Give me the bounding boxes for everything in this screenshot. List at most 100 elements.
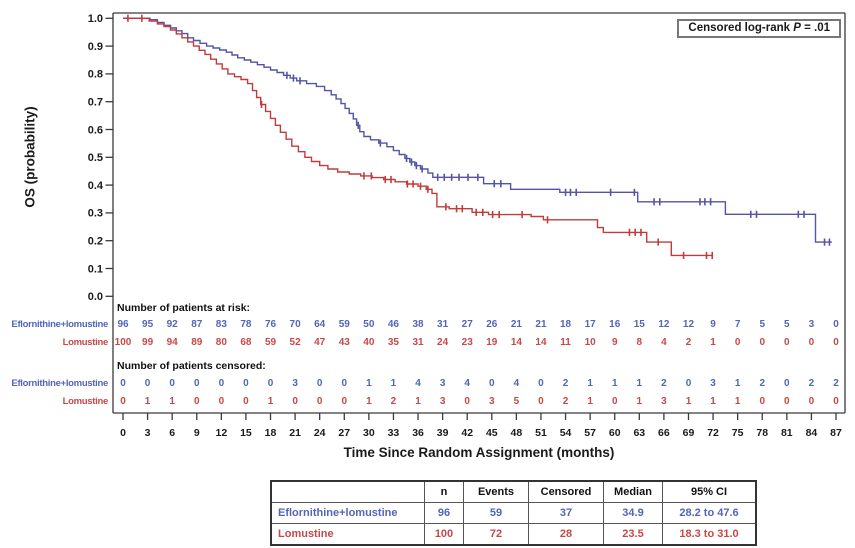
censored-count: 0 (120, 378, 126, 389)
at_risk-count: 24 (437, 337, 449, 348)
censored-count: 3 (440, 396, 446, 407)
header-95ci: 95% CI (662, 480, 757, 503)
y-tick-label: 1.0 (88, 13, 103, 25)
header-blank (270, 480, 425, 503)
censored-count: 0 (538, 378, 544, 389)
x-tick-label: 60 (609, 427, 621, 439)
at_risk-count: 47 (314, 337, 326, 348)
x-tick-label: 48 (511, 427, 523, 439)
censored-count: 4 (464, 378, 470, 389)
censored-count: 4 (415, 378, 421, 389)
risk-row-label-censored-blue: Eflornithine+lomustine (11, 378, 108, 389)
risk-row-label-censored-red: Lomustine (63, 396, 108, 407)
x-tick-label: 84 (806, 427, 818, 439)
censored-count: 1 (587, 396, 593, 407)
arm-label: Eflornithine+lomustine (270, 502, 425, 524)
log-rank-annotation: Censored log-rank P = .01 (677, 19, 841, 38)
at_risk-count: 15 (634, 319, 646, 330)
arm-events: 72 (463, 523, 529, 546)
censored-count: 0 (317, 378, 323, 389)
arm-n: 100 (424, 523, 464, 546)
at_risk-count: 78 (240, 319, 252, 330)
x-tick-label: 33 (388, 427, 400, 439)
y-tick-label: 0.1 (88, 263, 103, 275)
at_risk-count: 27 (462, 319, 474, 330)
summary-table-container: n Events Censored Median 95% CI Eflornit… (270, 480, 757, 546)
y-tick-label: 0.8 (88, 69, 103, 81)
censored-count: 3 (710, 378, 716, 389)
at_risk-count: 11 (560, 337, 571, 348)
at_risk-count: 26 (486, 319, 498, 330)
censor-marks (127, 14, 831, 260)
censored-count: 1 (612, 378, 618, 389)
x-tick-label: 24 (314, 427, 326, 439)
censored-count: 0 (464, 396, 470, 407)
censored-count: 2 (833, 378, 839, 389)
x-tick-label: 21 (289, 427, 301, 439)
at_risk-count: 38 (412, 319, 424, 330)
x-tick-label: 54 (560, 427, 572, 439)
censored-count: 4 (514, 378, 520, 389)
censored-count: 0 (317, 396, 323, 407)
survival-curves (123, 17, 832, 257)
at_risk-count: 2 (686, 337, 692, 348)
at_risk-count: 14 (535, 337, 547, 348)
risk-row-label-at_risk-red: Lomustine (63, 337, 108, 348)
km-plot: 1.00.90.80.70.60.50.40.30.20.10.0 0 3 6 9 12… (11, 12, 846, 439)
censored-count: 1 (637, 378, 643, 389)
at_risk-count: 18 (560, 319, 572, 330)
y-tick-label: 0.6 (88, 124, 103, 136)
censored-section-header: Number of patients censored: (117, 360, 266, 372)
censored-count: 3 (489, 396, 495, 407)
x-tick-label: 87 (830, 427, 842, 439)
censored-count: 0 (809, 396, 815, 407)
x-tick-label: 9 (194, 427, 200, 439)
censored-count: 0 (784, 396, 790, 407)
arm-censored: 28 (528, 523, 604, 546)
x-tick-label: 63 (633, 427, 645, 439)
at_risk-count: 16 (609, 319, 621, 330)
censored-count: 0 (243, 378, 249, 389)
at_risk-count: 40 (363, 337, 375, 348)
censored-count: 0 (538, 396, 544, 407)
x-tick-label: 18 (265, 427, 277, 439)
plot-frame (112, 12, 846, 414)
censored-count: 0 (120, 396, 126, 407)
censored-count: 5 (514, 396, 520, 407)
at_risk-count: 9 (612, 337, 618, 348)
at_risk-count: 64 (314, 319, 326, 330)
arm-median: 34.9 (603, 502, 663, 524)
y-tick-label: 0.3 (88, 208, 103, 220)
at_risk-count: 0 (833, 337, 839, 348)
x-tick-label: 78 (756, 427, 768, 439)
at_risk-count: 89 (191, 337, 203, 348)
summary-row-eflornithine-lomustine: Eflornithine+lomustine 96 59 37 34.9 28.… (270, 502, 757, 524)
arm-n: 96 (424, 502, 464, 524)
censored-count: 1 (686, 396, 692, 407)
censored-count: 1 (735, 378, 741, 389)
header-median: Median (603, 480, 663, 503)
y-tick-label: 0.4 (88, 180, 104, 192)
at_risk-count: 96 (117, 319, 129, 330)
censored-count: 1 (169, 396, 175, 407)
annotation-p-symbol: P (793, 22, 801, 34)
arm-label: Lomustine (270, 523, 425, 546)
at_risk-count: 92 (167, 319, 179, 330)
at_risk-count: 10 (585, 337, 597, 348)
at_risk-count: 35 (388, 337, 400, 348)
at_risk-count: 5 (759, 319, 765, 330)
censored-count: 0 (169, 378, 175, 389)
x-axis: 0 3 6 9 12 15 18 21 24 27 30 33 36 39 42 45 48 51 54 57 60 63… (120, 413, 842, 439)
x-tick-label: 15 (240, 427, 252, 439)
at_risk-count: 100 (115, 337, 132, 348)
censored-count: 2 (809, 378, 815, 389)
at_risk-count: 68 (240, 337, 252, 348)
x-tick-label: 45 (486, 427, 498, 439)
censored-count: 1 (637, 396, 643, 407)
x-tick-label: 6 (169, 427, 175, 439)
y-tick-label: 0.5 (88, 152, 103, 164)
x-tick-label: 75 (732, 427, 744, 439)
at_risk-count: 99 (142, 337, 154, 348)
risk-row-label-at_risk-blue: Eflornithine+lomustine (11, 319, 108, 330)
